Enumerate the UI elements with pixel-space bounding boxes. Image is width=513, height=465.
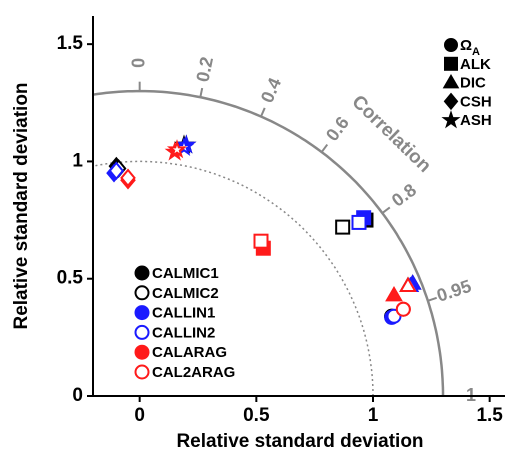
data-point xyxy=(120,168,136,188)
legend-marker xyxy=(134,364,150,380)
correlation-tick xyxy=(381,206,391,214)
legend-label: CALMIC1 xyxy=(152,265,219,282)
y-tick-label: 0 xyxy=(72,385,83,406)
x-tick-label: 1.5 xyxy=(476,405,503,426)
legend-label: ASH xyxy=(460,112,492,129)
y-axis-title: Relative standard deviation xyxy=(11,82,32,329)
correlation-tick-label: 0.2 xyxy=(192,55,217,84)
legend-label: CALLIN1 xyxy=(152,305,215,322)
correlation-tick-label: 1 xyxy=(466,385,476,405)
correlation-tick xyxy=(199,87,204,98)
legend-marker xyxy=(134,305,150,321)
data-point xyxy=(253,233,269,249)
data-point xyxy=(108,161,125,181)
legend-marker xyxy=(444,38,458,52)
correlation-tick xyxy=(260,107,266,117)
correlation-tick xyxy=(427,296,438,302)
data-point xyxy=(395,301,411,317)
legend-label: CALLIN2 xyxy=(152,324,215,341)
x-tick-label: 0.5 xyxy=(243,405,270,426)
correlation-tick-label: 0 xyxy=(128,58,148,68)
legend-marker xyxy=(442,74,460,89)
data-point xyxy=(166,139,188,159)
radius-arc xyxy=(92,160,374,396)
data-point xyxy=(385,285,403,302)
correlation-tick-label: 0.4 xyxy=(257,75,285,106)
legend-marker xyxy=(134,285,150,301)
correlation-tick xyxy=(320,143,329,153)
y-tick-label: 1.5 xyxy=(57,33,84,54)
y-tick-label: 1 xyxy=(72,150,83,171)
legend-label: DIC xyxy=(460,75,486,92)
legend-marker xyxy=(134,265,150,281)
legend-marker xyxy=(134,324,150,340)
legend-marker xyxy=(443,92,459,111)
legend-label: ALK xyxy=(460,56,491,73)
correlation-tick-label: 0.95 xyxy=(434,276,474,306)
y-tick-label: 0.5 xyxy=(57,268,84,289)
legend-marker xyxy=(444,56,458,71)
correlation-tick-label: 0.8 xyxy=(388,180,420,211)
legend-label: ΩA xyxy=(460,37,480,58)
data-point xyxy=(335,219,351,235)
legend-label: CALARAG xyxy=(152,344,227,361)
radius-arc xyxy=(92,89,445,396)
legend-subscript: A xyxy=(472,46,480,58)
x-tick-label: 0 xyxy=(134,405,145,426)
x-axis-title: Relative standard deviation xyxy=(176,431,423,452)
data-point xyxy=(399,276,417,292)
legend-marker xyxy=(441,110,461,129)
legend-label: CAL2ARAG xyxy=(152,364,235,381)
x-tick-label: 1 xyxy=(368,405,379,426)
data-point xyxy=(351,214,367,230)
correlation-title: Correlation xyxy=(347,91,434,177)
correlation-tick-label: 0.6 xyxy=(322,113,353,145)
legend-label: CSH xyxy=(460,93,492,110)
legend-label: CALMIC2 xyxy=(152,285,219,302)
legend-marker xyxy=(134,344,150,360)
